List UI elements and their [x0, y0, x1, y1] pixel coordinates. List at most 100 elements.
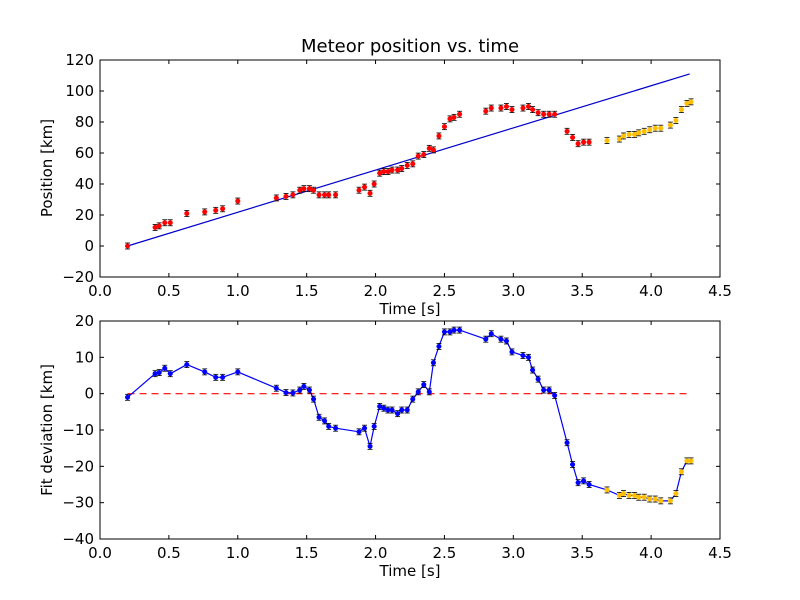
- deviation-point: [361, 424, 368, 432]
- deviation-point: [367, 442, 373, 450]
- observed-point: [457, 110, 463, 118]
- deviation-point: [290, 389, 296, 397]
- excluded-point: [641, 127, 647, 135]
- position-x-tick-label: 0.5: [157, 282, 181, 300]
- excluded-deviation-point: [632, 491, 638, 499]
- deviation-x-tick-label: 0.5: [157, 544, 181, 562]
- position-x-tick-label: 4.5: [708, 282, 732, 300]
- position-x-tick-label: 3.0: [501, 282, 525, 300]
- deviation-point: [541, 386, 547, 394]
- excluded-point: [667, 121, 673, 129]
- observed-point: [546, 110, 552, 118]
- position-y-axis-label: Position [km]: [38, 119, 56, 217]
- observed-point: [167, 219, 173, 227]
- observed-point: [202, 208, 208, 216]
- deviation-y-tick-label: 0: [84, 385, 94, 403]
- observed-point: [426, 144, 432, 152]
- excluded-deviation-point: [658, 497, 664, 505]
- excluded-point: [636, 129, 642, 137]
- deviation-point: [377, 402, 383, 410]
- deviation-point: [395, 410, 401, 418]
- deviation-point: [426, 388, 432, 396]
- excluded-deviation-point: [647, 495, 653, 503]
- observed-point: [575, 140, 581, 148]
- deviation-y-tick-label: −10: [62, 421, 94, 439]
- deviation-point: [333, 424, 339, 432]
- deviation-point: [498, 335, 504, 343]
- observed-point: [326, 191, 332, 199]
- observed-point: [297, 186, 303, 194]
- deviation-y-tick-label: −40: [62, 530, 94, 548]
- observed-point: [581, 138, 587, 146]
- deviation-point: [202, 368, 208, 376]
- observed-point: [421, 151, 427, 158]
- deviation-point: [220, 373, 226, 381]
- deviation-point: [581, 477, 587, 485]
- excluded-deviation-point: [604, 486, 610, 494]
- excluded-deviation-point: [616, 491, 622, 499]
- deviation-plot-frame: [99, 320, 721, 540]
- excluded-point: [678, 106, 684, 113]
- deviation-x-tick-label: 0.0: [88, 544, 112, 562]
- deviation-y-tick-label: 10: [75, 348, 94, 366]
- observed-point: [156, 222, 162, 230]
- observed-point: [430, 146, 436, 154]
- deviation-x-tick-label: 1.0: [226, 544, 250, 562]
- deviation-point: [316, 413, 322, 421]
- observed-point: [520, 104, 526, 112]
- excluded-deviation-point: [673, 490, 679, 497]
- excluded-point: [658, 124, 664, 132]
- deviation-x-tick-label: 4.0: [639, 544, 663, 562]
- chart-title: Meteor position vs. time: [301, 36, 519, 57]
- deviation-point: [421, 381, 427, 388]
- observed-point: [213, 206, 219, 214]
- observed-point: [152, 223, 158, 231]
- deviation-point: [430, 359, 436, 367]
- deviation-point: [564, 439, 570, 447]
- observed-point: [415, 152, 421, 160]
- excluded-deviation-point: [667, 497, 673, 505]
- observed-point: [371, 180, 377, 188]
- position-y-tick-label: 120: [65, 51, 94, 69]
- excluded-deviation-point: [688, 457, 694, 465]
- deviation-point: [326, 422, 332, 430]
- observed-point: [530, 106, 536, 113]
- observed-point: [586, 138, 592, 146]
- deviation-point: [415, 388, 421, 396]
- observed-point: [220, 205, 226, 213]
- deviation-point: [441, 328, 447, 336]
- deviation-x-tick-label: 2.5: [433, 544, 457, 562]
- deviation-point: [404, 406, 410, 414]
- deviation-point: [535, 375, 541, 383]
- excluded-point: [621, 132, 627, 140]
- observed-point: [525, 103, 532, 110]
- position-y-tick-label: 0: [84, 237, 94, 255]
- deviation-line: [127, 329, 692, 502]
- deviation-point: [546, 386, 552, 394]
- deviation-x-tick-label: 3.0: [501, 544, 525, 562]
- observed-point: [535, 109, 541, 117]
- observed-point: [235, 197, 241, 205]
- excluded-point: [632, 130, 638, 138]
- deviation-point: [283, 389, 289, 396]
- excluded-deviation-point: [626, 491, 632, 499]
- position-y-tick-label: 40: [75, 175, 94, 193]
- deviation-point: [525, 353, 532, 361]
- position-x-tick-label: 3.5: [570, 282, 594, 300]
- deviation-point: [575, 479, 581, 487]
- excluded-point: [688, 98, 694, 106]
- observed-point: [306, 185, 312, 193]
- deviation-point: [389, 406, 395, 414]
- observed-point: [399, 165, 405, 172]
- observed-point: [184, 210, 190, 217]
- deviation-point: [451, 326, 457, 334]
- deviation-y-tick-label: −20: [62, 457, 94, 475]
- observed-point: [125, 242, 131, 250]
- excluded-point: [652, 124, 658, 132]
- deviation-point: [381, 404, 387, 412]
- excluded-deviation-point: [652, 495, 658, 503]
- observed-point: [301, 185, 307, 193]
- excluded-deviation-point: [636, 493, 642, 501]
- position-x-tick-label: 0.0: [88, 282, 112, 300]
